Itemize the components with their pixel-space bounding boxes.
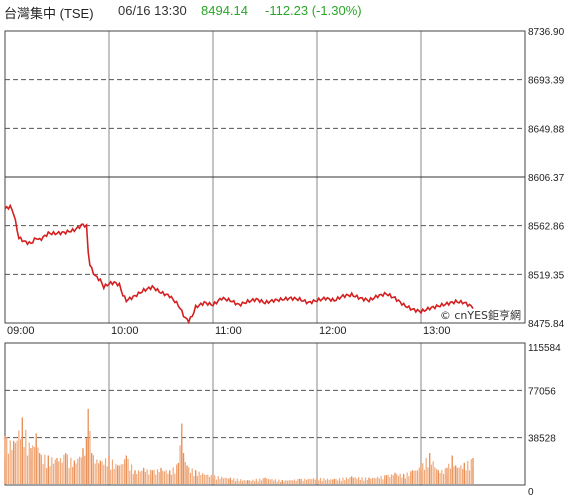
volume-panel-frame [4,342,526,486]
index-title: 台灣集中 (TSE) [4,6,94,21]
x-tick-label: 11:00 [215,325,242,337]
volume-y-tick-label: 0 [528,487,534,498]
volume-y-tick-label: 115584 [528,343,561,354]
watermark-text: © cnYES鉅亨網 [440,308,521,322]
x-tick-label: 10:00 [111,325,139,337]
quote-header: 台灣集中 (TSE) 06/16 13:30 8494.14 -112.23 (… [0,0,580,22]
x-tick-label: 13:00 [423,325,451,337]
price-panel-frame [4,30,526,324]
price-y-tick-label: 8475.84 [528,319,565,330]
price-y-tick-label: 8519.35 [528,270,565,281]
quote-datetime: 06/16 13:30 [118,3,187,18]
last-price: 8494.14 [201,3,248,18]
price-y-tick-label: 8693.39 [528,76,565,87]
x-tick-label: 09:00 [7,325,35,337]
x-tick-label: 12:00 [319,325,347,337]
price-y-tick-label: 8562.86 [528,222,565,233]
price-y-tick-label: 8736.90 [528,27,565,38]
price-y-tick-label: 8606.37 [528,173,565,184]
price-line [4,203,474,325]
volume-y-tick-label: 77056 [528,386,556,397]
volume-y-tick-label: 38528 [528,434,556,445]
price-y-tick-label: 8649.88 [528,124,565,135]
price-change: -112.23 (-1.30%) [265,3,362,18]
